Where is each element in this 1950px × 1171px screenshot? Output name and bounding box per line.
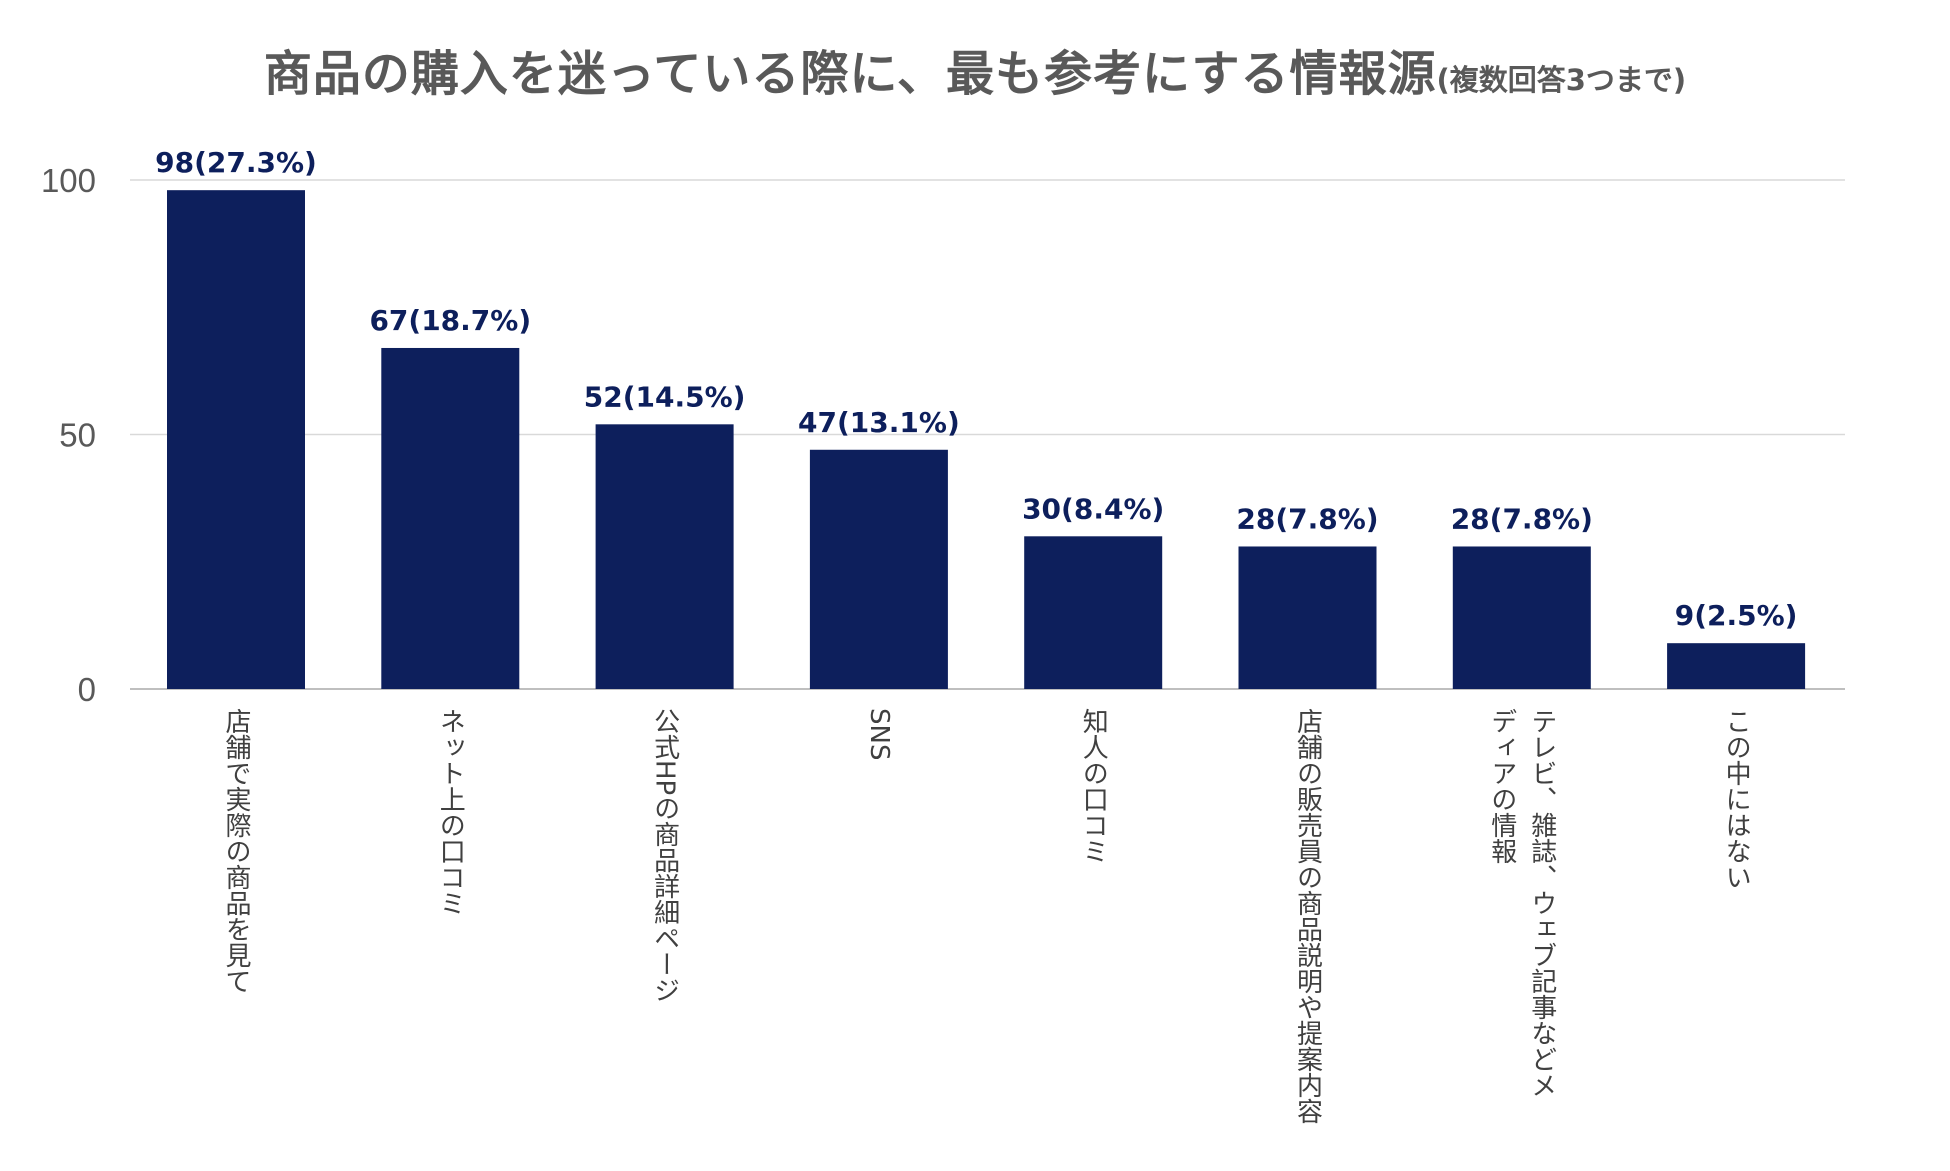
x-category-label-3: 公式HPの商品詳細ページ: [650, 708, 680, 1003]
x-category-label-5: 知人の口コミ: [1078, 708, 1108, 864]
bar-6: [1238, 546, 1377, 689]
chart-title: 商品の購入を迷っている際に、最も参考にする情報源(複数回答3つまで): [0, 34, 1950, 104]
y-tick-label: 100: [41, 162, 96, 199]
data-label-8: 9(2.5%): [1675, 599, 1798, 632]
data-label-2: 67(18.7%): [369, 304, 531, 337]
data-label-7: 28(7.8%): [1451, 502, 1593, 535]
bar-2: [381, 347, 520, 689]
bar-7: [1452, 546, 1591, 689]
data-labels: 98(27.3%) 67(18.7%) 52(14.5%) 47(13.1%) 30(8…: [155, 146, 1797, 632]
data-label-5: 30(8.4%): [1022, 492, 1164, 525]
bar-4: [809, 449, 948, 689]
bar-5: [1024, 536, 1163, 689]
x-category-label-7: テレビ、雑誌、ウェブ記事などメ: [1527, 708, 1557, 1098]
bar-3: [595, 424, 734, 689]
y-tick-label: 0: [78, 671, 96, 708]
bar-8: [1667, 643, 1806, 689]
bar-1: [167, 190, 305, 689]
data-label-3: 52(14.5%): [584, 380, 746, 413]
x-axis-category-labels: 店舗で実際の商品を見て ネット上の口コミ 公式HPの商品詳細ページ SNS 知人の口コミ…: [221, 708, 1751, 1124]
y-axis: 0 50 100: [41, 162, 96, 708]
y-tick-label: 50: [59, 417, 96, 454]
x-category-label-1: 店舗で実際の商品を見て: [221, 708, 251, 994]
x-category-label-7: ディアの情報: [1487, 708, 1517, 864]
x-category-label-8: この中にはない: [1721, 708, 1751, 890]
bars: [167, 190, 1806, 689]
data-label-6: 28(7.8%): [1236, 502, 1378, 535]
data-label-4: 47(13.1%): [798, 406, 960, 439]
chart-title-main: 商品の購入を迷っている際に、最も参考にする情報源: [263, 46, 1437, 102]
x-category-label-6: 店舗の販売員の商品説明や提案内容: [1293, 708, 1323, 1124]
data-label-1: 98(27.3%): [155, 146, 317, 179]
x-category-label-4: SNS: [864, 708, 894, 760]
chart-title-sub: (複数回答3つまで): [1436, 63, 1687, 97]
x-category-label-2: ネット上の口コミ: [435, 708, 465, 916]
